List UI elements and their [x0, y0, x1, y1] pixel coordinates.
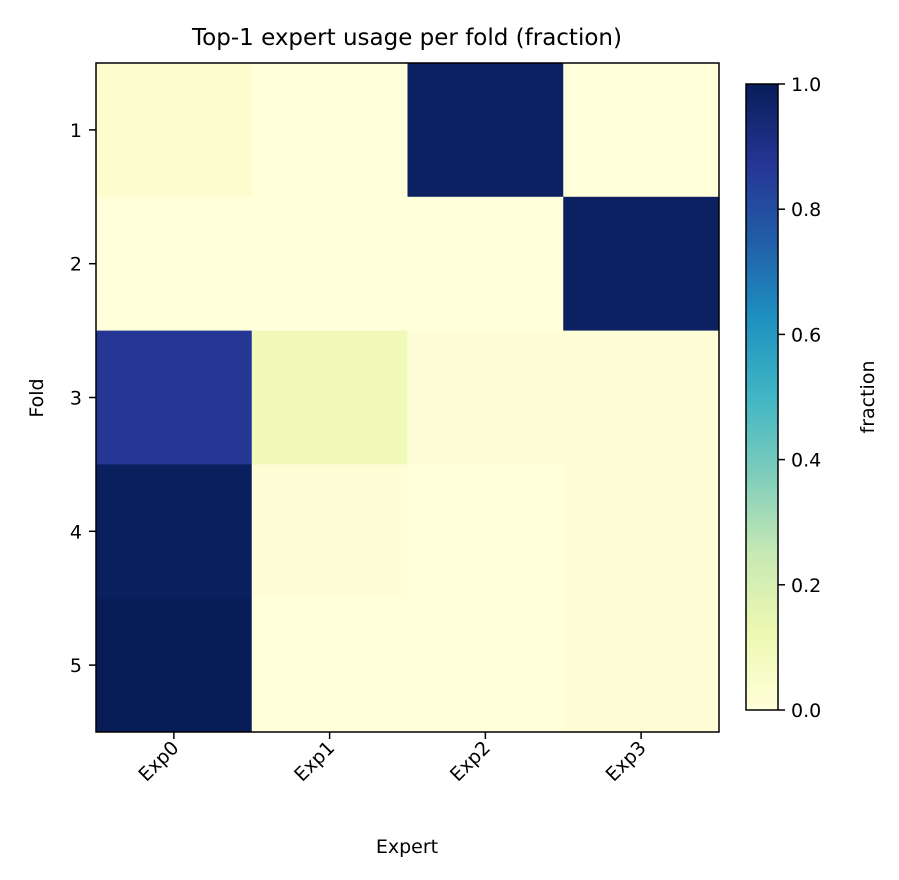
heatmap-cell-r2-c1	[96, 196, 253, 332]
colorbar-tick-label: 1.0	[791, 74, 821, 96]
x-tick-label: Exp0	[134, 737, 183, 786]
y-axis-ticks: 1 2 3 4 5	[70, 120, 96, 677]
heatmap-cell-r5-c1	[96, 598, 253, 733]
y-tick-label: 1	[70, 120, 82, 142]
heatmap-cell-r1-c3	[407, 63, 564, 198]
heatmap-cell-r4-c2	[251, 464, 408, 599]
heatmap-cell-r3-c1	[96, 330, 253, 465]
heatmap-cell-r5-c3	[407, 598, 564, 733]
heatmap-cell-r4-c1	[96, 464, 253, 599]
heatmap-cell-r1-c1	[96, 63, 253, 198]
heatmap-cell-r2-c4	[563, 196, 720, 332]
heatmap-cell-r3-c3	[407, 330, 564, 465]
colorbar-tick-label: 0.8	[791, 199, 821, 221]
heatmap-cell-r5-c4	[563, 598, 720, 733]
y-axis-label: Fold	[26, 378, 48, 417]
heatmap-cells	[96, 63, 720, 733]
colorbar-tick-label: 0.0	[791, 700, 821, 722]
y-tick-label: 3	[70, 388, 82, 410]
colorbar	[745, 83, 779, 711]
chart-title: Top-1 expert usage per fold (fraction)	[191, 25, 622, 51]
colorbar-ticks: 0.0 0.2 0.4 0.6 0.8 1.0	[778, 74, 821, 722]
x-tick-label: Exp2	[446, 737, 495, 786]
heatmap-cell-r3-c4	[563, 330, 720, 465]
colorbar-tick-label: 0.6	[791, 324, 821, 346]
heatmap-cell-r5-c2	[251, 598, 408, 733]
colorbar-tick-label: 0.2	[791, 575, 821, 597]
x-axis-label: Expert	[376, 836, 438, 858]
heatmap-cell-r3-c2	[251, 330, 408, 465]
heatmap-cell-r4-c4	[563, 464, 720, 599]
heatmap-cell-r4-c3	[407, 464, 564, 599]
x-tick-label: Exp1	[290, 737, 339, 786]
y-tick-label: 4	[70, 521, 82, 543]
y-tick-label: 2	[70, 254, 82, 276]
x-axis-ticks: Exp0 Exp1 Exp2 Exp3	[134, 732, 651, 786]
heatmap-cell-r2-c3	[407, 196, 564, 332]
heatmap-cell-r1-c2	[251, 63, 408, 198]
colorbar-tick-label: 0.4	[791, 450, 821, 472]
heatmap-cell-r2-c2	[251, 196, 408, 332]
x-tick-label: Exp3	[602, 737, 651, 786]
y-tick-label: 5	[70, 655, 82, 677]
heatmap-cell-r1-c4	[563, 63, 720, 198]
colorbar-label: fraction	[857, 361, 879, 434]
